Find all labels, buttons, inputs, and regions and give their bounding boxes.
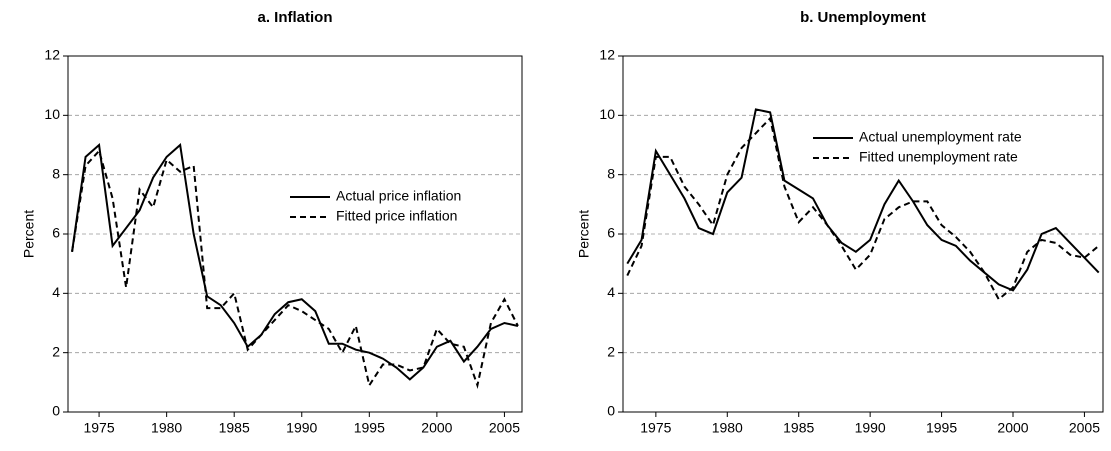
series-line — [626, 108, 1100, 292]
x-tick-label: 1980 — [712, 420, 743, 436]
y-tick-label: 0 — [607, 403, 615, 419]
x-tick-label: 2005 — [489, 420, 520, 436]
legend-label: Fitted unemployment rate — [859, 149, 1018, 165]
x-tick-label: 1995 — [926, 420, 957, 436]
plot-frame — [622, 55, 1104, 413]
x-tick-label: 1990 — [286, 420, 317, 436]
series-line — [71, 143, 519, 381]
y-tick-label: 10 — [44, 106, 60, 122]
y-axis-label: Percent — [576, 210, 592, 258]
legend-label: Actual unemployment rate — [859, 129, 1022, 145]
y-tick-label: 8 — [52, 165, 60, 181]
legend-label: Actual price inflation — [336, 188, 461, 204]
y-tick-label: 12 — [44, 47, 60, 63]
series-line — [71, 148, 519, 389]
panel: b. Unemployment Percent 0 2 4 6 8 10 12 1975 1980 1… — [576, 9, 1104, 436]
y-tick-label: 10 — [599, 106, 615, 122]
y-tick-label: 12 — [599, 47, 615, 63]
x-tick-label: 1975 — [640, 420, 671, 436]
y-tick-label: 4 — [52, 284, 60, 300]
y-tick-label: 6 — [52, 225, 60, 241]
x-tick-label: 1985 — [219, 420, 250, 436]
x-tick-label: 1995 — [354, 420, 385, 436]
x-tick-label: 2000 — [421, 420, 452, 436]
x-tick-label: 1985 — [783, 420, 814, 436]
y-tick-label: 2 — [607, 343, 615, 359]
x-tick-label: 1980 — [151, 420, 182, 436]
y-tick-label: 6 — [607, 225, 615, 241]
y-tick-label: 4 — [607, 284, 615, 300]
x-tick-label: 2005 — [1069, 420, 1100, 436]
y-tick-label: 8 — [607, 165, 615, 181]
series-line — [626, 116, 1100, 301]
y-axis-label: Percent — [21, 210, 37, 258]
y-tick-label: 0 — [52, 403, 60, 419]
y-tick-label: 2 — [52, 343, 60, 359]
chart-title: b. Unemployment — [800, 9, 926, 26]
panel: a. Inflation Percent 0 2 4 6 8 10 12 1975 1980 1985… — [21, 9, 523, 436]
legend-label: Fitted price inflation — [336, 208, 457, 224]
x-tick-label: 1990 — [855, 420, 886, 436]
plot-frame — [67, 55, 523, 413]
x-tick-label: 1975 — [83, 420, 114, 436]
chart-title: a. Inflation — [258, 9, 333, 26]
x-tick-label: 2000 — [997, 420, 1028, 436]
